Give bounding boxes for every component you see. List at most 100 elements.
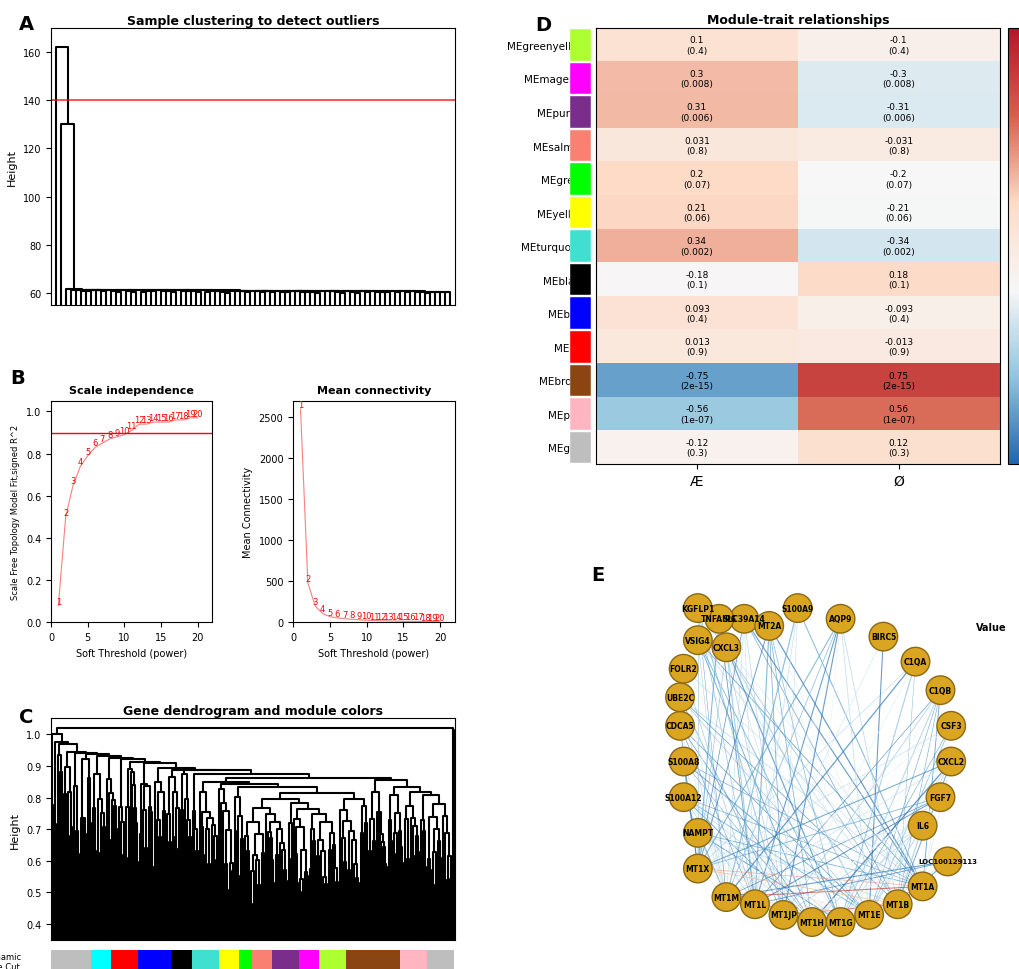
Text: UBE2C: UBE2C (665, 693, 693, 703)
Circle shape (908, 812, 936, 840)
Circle shape (783, 594, 811, 623)
Text: 1: 1 (56, 597, 61, 606)
X-axis label: Soft Threshold (power): Soft Threshold (power) (76, 648, 187, 658)
Circle shape (730, 605, 758, 634)
Text: -0.31
(0.006): -0.31 (0.006) (881, 103, 914, 122)
Text: -0.3
(0.008): -0.3 (0.008) (881, 70, 914, 89)
Text: MT1H: MT1H (799, 918, 823, 926)
Text: 13: 13 (383, 612, 393, 621)
Text: 0.31
(0.006): 0.31 (0.006) (680, 103, 712, 122)
Text: AQP9: AQP9 (828, 614, 852, 624)
Text: IL6: IL6 (915, 822, 928, 830)
Text: 15: 15 (156, 414, 166, 422)
Text: 20: 20 (193, 409, 203, 419)
Text: 0.18
(0.1): 0.18 (0.1) (888, 270, 909, 290)
Title: Scale independence: Scale independence (69, 386, 194, 395)
Text: 7: 7 (341, 610, 346, 619)
Text: 9: 9 (114, 428, 119, 437)
Text: KGFLP1: KGFLP1 (681, 604, 713, 613)
Text: 4: 4 (77, 458, 83, 467)
Text: -0.75
(2e-15): -0.75 (2e-15) (680, 371, 712, 391)
Y-axis label: Mean Connectivity: Mean Connectivity (243, 467, 253, 558)
Text: 8: 8 (107, 430, 112, 440)
Text: -0.093
(0.4): -0.093 (0.4) (883, 304, 912, 324)
Circle shape (925, 783, 954, 812)
Circle shape (925, 676, 954, 704)
Text: 9: 9 (357, 611, 362, 620)
Text: Value: Value (975, 622, 1006, 632)
Y-axis label: Height: Height (10, 811, 20, 848)
Y-axis label: Height: Height (7, 149, 17, 186)
Circle shape (665, 712, 694, 740)
Text: -0.56
(1e-07): -0.56 (1e-07) (680, 405, 712, 424)
Text: MT1E: MT1E (857, 911, 880, 920)
Circle shape (704, 605, 733, 634)
Text: 13: 13 (141, 416, 152, 424)
Text: MT1B: MT1B (884, 900, 909, 909)
Text: SLC39A14: SLC39A14 (722, 614, 765, 624)
Text: S100A12: S100A12 (664, 793, 702, 802)
Circle shape (854, 901, 882, 929)
Text: MT1M: MT1M (712, 892, 739, 902)
Text: S100A8: S100A8 (666, 757, 699, 766)
Title: Sample clustering to detect outliers: Sample clustering to detect outliers (126, 15, 379, 28)
Text: 4: 4 (320, 605, 325, 613)
Text: 0.56
(1e-07): 0.56 (1e-07) (881, 405, 914, 424)
Circle shape (825, 605, 854, 634)
Text: -0.12
(0.3): -0.12 (0.3) (685, 438, 708, 457)
Text: 6: 6 (334, 610, 339, 618)
Circle shape (668, 655, 697, 683)
Y-axis label: Scale Free Topology Model Fit,signed R^2: Scale Free Topology Model Fit,signed R^2 (11, 424, 20, 600)
Text: -0.18
(0.1): -0.18 (0.1) (685, 270, 708, 290)
Title: Mean connectivity: Mean connectivity (317, 386, 431, 395)
Text: 14: 14 (149, 414, 159, 422)
Text: 0.013
(0.9): 0.013 (0.9) (684, 338, 709, 358)
Text: 11: 11 (368, 611, 379, 621)
Circle shape (683, 819, 711, 847)
Text: 12: 12 (133, 416, 144, 424)
Text: 2: 2 (305, 575, 310, 583)
Text: C: C (18, 707, 33, 727)
Text: 3: 3 (70, 477, 75, 485)
Text: C1QA: C1QA (903, 657, 926, 667)
Text: 16: 16 (405, 612, 416, 622)
Circle shape (683, 626, 711, 655)
Text: 0.093
(0.4): 0.093 (0.4) (684, 304, 709, 324)
Text: BIRC5: BIRC5 (870, 633, 895, 641)
Text: -0.1
(0.4): -0.1 (0.4) (888, 36, 908, 55)
Text: CSF3: CSF3 (940, 722, 961, 731)
Title: Gene dendrogram and module colors: Gene dendrogram and module colors (122, 704, 382, 717)
Circle shape (740, 891, 768, 919)
Text: A: A (18, 16, 34, 34)
Circle shape (683, 594, 711, 623)
Text: NAMPT: NAMPT (682, 828, 713, 837)
Y-axis label: Dynamic
Tree Cut: Dynamic Tree Cut (0, 952, 21, 969)
Text: LOC100129113: LOC100129113 (917, 859, 976, 864)
Circle shape (868, 623, 897, 651)
Text: 15: 15 (397, 612, 409, 622)
Text: 12: 12 (376, 612, 386, 621)
Text: 0.3
(0.008): 0.3 (0.008) (680, 70, 712, 89)
Text: CDCA5: CDCA5 (665, 722, 694, 731)
Text: 20: 20 (434, 613, 445, 622)
Circle shape (908, 872, 936, 901)
Text: MT2A: MT2A (756, 622, 781, 631)
Text: 8: 8 (348, 610, 355, 619)
Text: -0.21
(0.06): -0.21 (0.06) (884, 203, 911, 223)
Circle shape (711, 634, 740, 662)
Circle shape (936, 747, 965, 776)
X-axis label: Soft Threshold (power): Soft Threshold (power) (318, 648, 429, 658)
Text: -0.031
(0.8): -0.031 (0.8) (883, 137, 912, 156)
Circle shape (936, 712, 965, 740)
Text: -0.2
(0.07): -0.2 (0.07) (884, 171, 911, 190)
Text: MT1X: MT1X (685, 864, 709, 873)
Text: -0.013
(0.9): -0.013 (0.9) (883, 338, 912, 358)
Circle shape (754, 612, 783, 641)
Text: FGF7: FGF7 (928, 793, 951, 802)
Text: 0.34
(0.002): 0.34 (0.002) (680, 237, 712, 257)
Text: 2: 2 (63, 509, 68, 517)
Text: E: E (590, 566, 603, 584)
Text: MT1G: MT1G (827, 918, 852, 926)
Text: 5: 5 (85, 448, 91, 456)
Text: -0.34
(0.002): -0.34 (0.002) (881, 237, 914, 257)
